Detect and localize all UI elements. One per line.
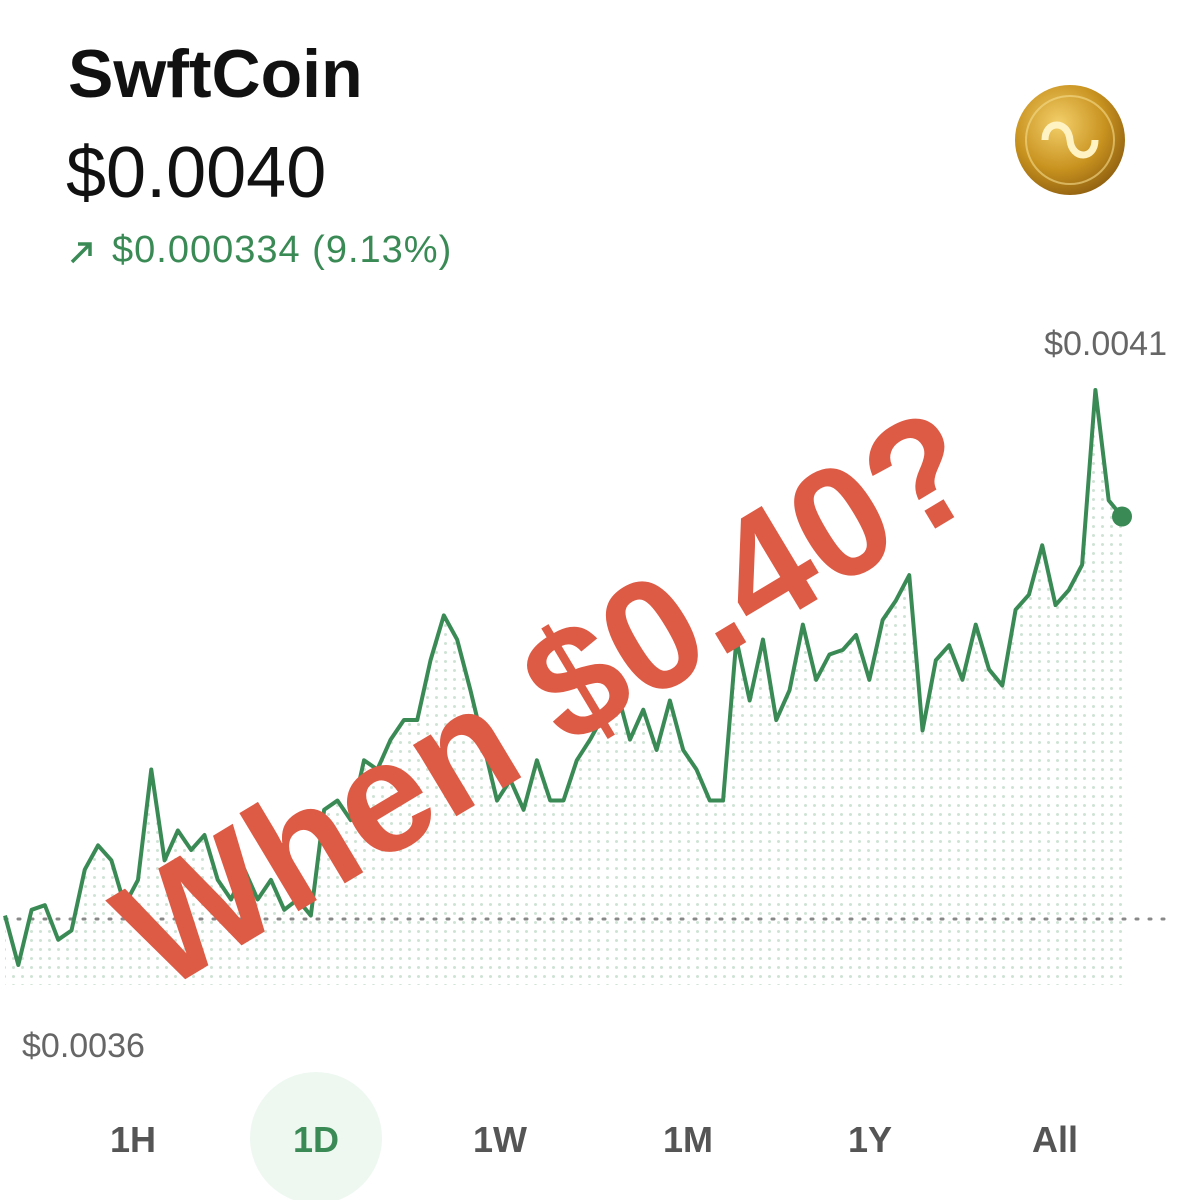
current-dot [1112, 506, 1132, 527]
range-button[interactable]: 1D [293, 1119, 339, 1160]
price-line [3, 388, 1124, 967]
coin-logo [1015, 85, 1125, 195]
range-button[interactable]: 1H [110, 1119, 156, 1160]
range-button[interactable]: 1Y [848, 1119, 892, 1160]
range-button[interactable]: 1M [663, 1119, 713, 1160]
range-button[interactable]: 1W [473, 1119, 527, 1160]
price-change: $0.000334 (9.13%) [112, 229, 452, 271]
price: $0.0040 [66, 133, 326, 213]
selected-range-bg [250, 1072, 382, 1200]
high-label: $0.0041 [1044, 325, 1167, 363]
low-label: $0.0036 [22, 1027, 145, 1065]
coin-title: SwftCoin [68, 36, 363, 112]
range-button[interactable]: All [1032, 1119, 1078, 1160]
area-fill [5, 390, 1122, 985]
up-arrow [70, 242, 92, 264]
